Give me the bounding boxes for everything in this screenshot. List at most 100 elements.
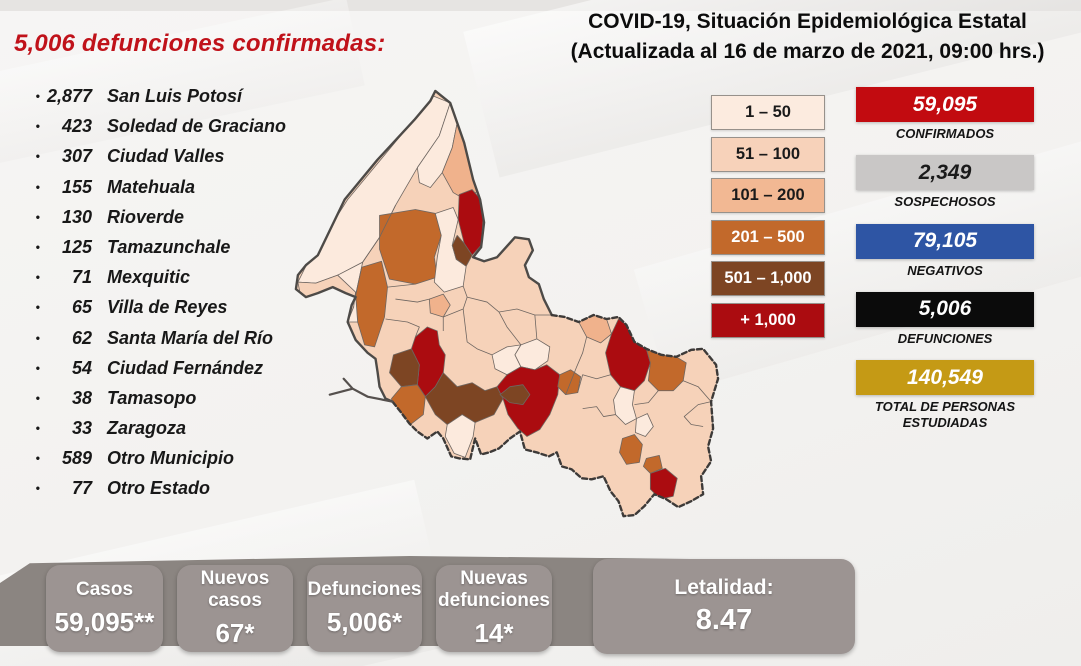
card-value: 14* <box>474 617 514 648</box>
municipality-row: • 125 Tamazunchale <box>30 237 286 267</box>
legend-bin: + 1,000 <box>711 302 825 338</box>
report-title: COVID-19, Situación Epidemiológica Estat… <box>588 10 1027 33</box>
stat-value: 2,349 <box>918 160 972 184</box>
card-value: 59,095** <box>54 606 155 637</box>
choropleth-map <box>268 88 736 546</box>
municipality-row: • 155 Matehuala <box>30 177 286 207</box>
legend-bin: 501 – 1,000 <box>711 261 825 297</box>
municipality-name: Soledad de Graciano <box>107 116 287 137</box>
bullet: • <box>35 451 40 466</box>
card-label: Letalidad: <box>674 575 774 599</box>
legend-bin: 201 – 500 <box>711 219 825 255</box>
deaths-confirmed-title: 5,006 defunciones confirmadas: <box>14 30 386 57</box>
report-header: COVID-19, Situación Epidemiológica Estat… <box>540 7 1075 67</box>
summary-card-nuevos-casos: Nuevos casos 67* <box>177 565 293 652</box>
bullet: • <box>35 300 40 315</box>
death-count: 71 <box>71 267 92 288</box>
bullet: • <box>35 421 40 436</box>
municipality-name: Santa María del Río <box>107 327 274 348</box>
stat-label: NEGATIVOS <box>907 262 983 278</box>
bullet: • <box>35 270 40 285</box>
death-count: 77 <box>71 478 92 499</box>
legend-bin-label: + 1,000 <box>740 310 796 329</box>
municipality-row: • 38 Tamasopo <box>30 388 286 418</box>
stat-confirmados: 59,095 CONFIRMADOS <box>856 87 1034 142</box>
bullet: • <box>35 360 40 375</box>
stat-bar: 59,095 <box>856 87 1034 122</box>
bullet: • <box>35 330 40 345</box>
stat-label: CONFIRMADOS <box>895 126 995 141</box>
death-count: 155 <box>61 176 92 197</box>
municipality-name: Villa de Reyes <box>107 297 228 318</box>
municipality-name: Ciudad Fernández <box>107 357 264 378</box>
municipality-row: • 65 Villa de Reyes <box>30 297 286 327</box>
legend-bin-label: 501 – 1,000 <box>724 269 812 288</box>
bullet: • <box>35 390 40 405</box>
stat-value: 5,006 <box>918 297 972 321</box>
death-count: 125 <box>61 236 92 257</box>
summary-card-casos: Casos 59,095** <box>46 565 163 652</box>
stat-bar: 2,349 <box>856 155 1034 191</box>
stat-bar: 140,549 <box>856 360 1034 395</box>
death-count: 33 <box>71 418 92 439</box>
card-label: Casos <box>75 579 134 601</box>
municipality-name: Matehuala <box>107 176 196 197</box>
stat-label: DEFUNCIONES <box>897 330 993 346</box>
report-subtitle: (Actualizada al 16 de marzo de 2021, 09:… <box>570 39 1045 63</box>
municipality-row: • 62 Santa María del Río <box>30 328 286 358</box>
card-value: 5,006* <box>326 606 403 637</box>
card-label: Nuevos casos <box>200 568 270 611</box>
summary-card-defunciones: Defunciones 5,006* <box>307 565 422 652</box>
bullet: • <box>35 149 40 164</box>
legend-bin: 51 – 100 <box>711 136 825 172</box>
death-count: 589 <box>61 448 92 469</box>
legend-bin-label: 1 – 50 <box>745 103 791 121</box>
summary-card-letalidad: Letalidad: 8.47 <box>593 559 855 654</box>
stat-negativos: 79,105 NEGATIVOS <box>856 223 1034 279</box>
bullet: • <box>35 119 40 134</box>
stat-sospechosos: 2,349 SOSPECHOSOS <box>856 155 1034 210</box>
municipality-name: Tamazunchale <box>107 236 231 257</box>
bullet: • <box>35 209 40 224</box>
municipality-row: • 54 Ciudad Fernández <box>30 358 286 388</box>
municipality-name: Otro Estado <box>107 478 211 499</box>
municipality-row: • 2,877 San Luis Potosí <box>30 86 286 116</box>
municipality-row: • 33 Zaragoza <box>30 418 286 448</box>
stat-personas-estudiadas: 140,549 TOTAL DE PERSONAS ESTUDIADAS <box>856 360 1034 432</box>
bullet: • <box>35 179 40 194</box>
municipality-deaths-list: • 2,877 San Luis Potosí • 423 Soledad de Gra… <box>30 86 286 509</box>
stat-value: 59,095 <box>912 92 978 116</box>
municipality-name: Tamasopo <box>107 387 197 408</box>
municipality-name: Mexquitic <box>107 267 191 288</box>
stat-bar: 79,105 <box>856 223 1034 259</box>
municipality-row: • 307 Ciudad Valles <box>30 146 286 176</box>
legend-bin-label: 201 – 500 <box>731 227 805 246</box>
bullet: • <box>35 239 40 254</box>
card-value: 8.47 <box>695 604 753 637</box>
stat-value: 140,549 <box>907 365 983 389</box>
municipality-name: Ciudad Valles <box>107 146 225 167</box>
municipality-name: San Luis Potosí <box>107 86 243 106</box>
municipality-name: Rioverde <box>107 206 185 227</box>
municipality-name: Zaragoza <box>107 418 187 439</box>
death-count: 62 <box>71 327 92 348</box>
stat-value: 79,105 <box>912 229 978 252</box>
death-count: 65 <box>71 297 92 318</box>
card-label: Nuevas defunciones <box>438 568 550 611</box>
death-count: 38 <box>71 387 92 408</box>
card-value: 67* <box>215 617 255 648</box>
bullet: • <box>35 481 40 496</box>
death-count: 130 <box>61 206 92 227</box>
map-legend: 1 – 50 51 – 100 101 – 200 201 – 500 501 … <box>711 95 825 345</box>
death-count: 54 <box>71 357 92 378</box>
municipality-row: • 130 Rioverde <box>30 207 286 237</box>
state-totals-panel: 59,095 CONFIRMADOS 2,349 SOSPECHOSOS 79,… <box>856 87 1034 445</box>
municipality-row: • 77 Otro Estado <box>30 478 286 508</box>
legend-bin: 101 – 200 <box>711 178 825 214</box>
legend-bin: 1 – 50 <box>711 95 825 130</box>
stat-bar: 5,006 <box>856 291 1034 327</box>
death-count: 2,877 <box>46 86 92 106</box>
summary-card-nuevas-defunciones: Nuevas defunciones 14* <box>436 565 552 652</box>
death-count: 307 <box>61 146 92 167</box>
